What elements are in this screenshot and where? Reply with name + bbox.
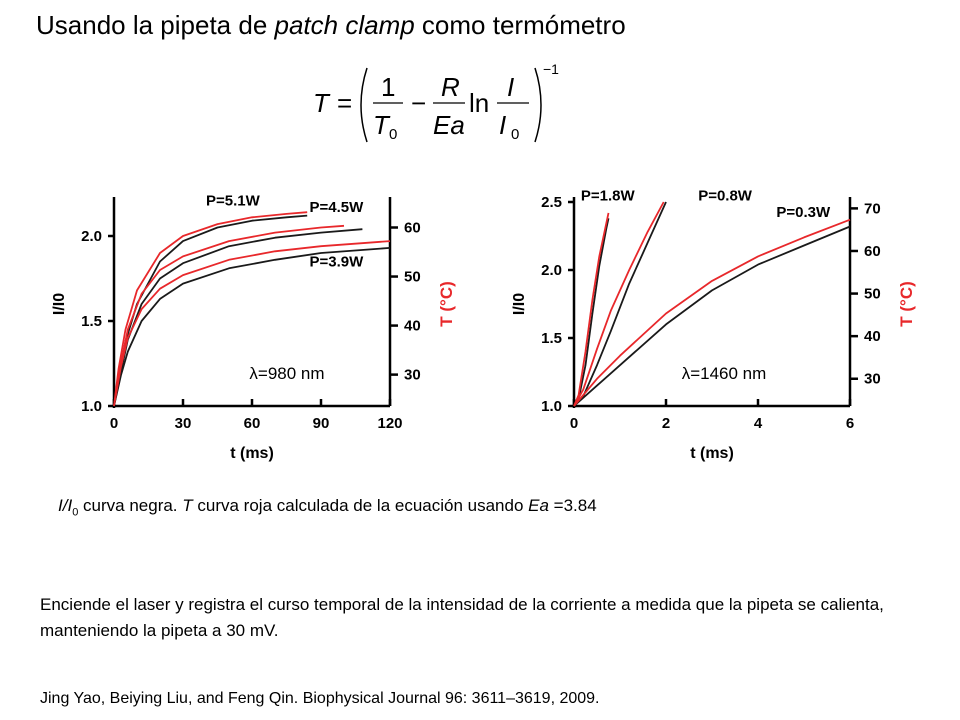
caption-mid: curva negra.: [78, 496, 183, 515]
reference-citation: Jing Yao, Beiying Liu, and Feng Qin. Bio…: [40, 690, 600, 707]
y-tick-label: 1.5: [541, 330, 562, 347]
eq-i: I: [507, 72, 514, 102]
series-label: P=5.1W: [206, 192, 261, 209]
title-text-end: como termómetro: [414, 10, 626, 40]
series-label: P=1.8W: [581, 188, 636, 205]
caption-i: I: [58, 496, 63, 515]
series-label: P=4.5W: [310, 199, 365, 216]
svg-text:1: 1: [381, 72, 395, 102]
x-tick-label: 120: [377, 415, 402, 432]
y-axis-title: I/I0: [511, 293, 528, 315]
eq-exponent: −1: [543, 61, 559, 77]
series-line-p-4-5w-red: [113, 224, 345, 407]
series-line-p-0-3w-red: [573, 218, 851, 407]
series-line-p-3-9w-black: [113, 247, 391, 407]
eq-t0-sub: 0: [389, 126, 397, 143]
svg-text:−: −: [411, 88, 426, 118]
x-tick-label: 0: [110, 415, 118, 432]
y2-tick-label: 30: [864, 371, 881, 388]
wavelength-annotation: λ=980 nm: [249, 364, 324, 383]
y2-axis-title: T (°C): [437, 281, 456, 327]
y2-tick-label: 50: [404, 269, 421, 286]
chart-980nm: 0 30 60 90 120 1.0 1.5 2.0 30 40 50 60 t (ms) I/I0 T (…: [51, 192, 456, 462]
series-label: P=0.8W: [698, 188, 753, 205]
title-text-italic: patch clamp: [274, 10, 415, 40]
y2-tick-label: 60: [404, 220, 421, 237]
x-tick-label: 4: [754, 415, 763, 432]
series-line-p-3-9w-red: [113, 240, 391, 407]
y-tick-label: 2.0: [81, 228, 102, 245]
x-tick-label: 0: [570, 415, 578, 432]
y2-axis-title: T (°C): [897, 281, 916, 327]
y2-tick-label: 60: [864, 243, 881, 260]
caption-value: =3.84: [548, 496, 597, 515]
x-tick-label: 90: [313, 415, 330, 432]
caption-sub: 0: [72, 506, 79, 519]
description-paragraph: Enciende el laser y registra el curso te…: [40, 595, 884, 640]
title-text-start: Usando la pipeta de: [36, 10, 275, 40]
caption-t: T: [182, 496, 193, 515]
x-axis-title: t (ms): [230, 445, 274, 462]
eq-ea: Ea: [433, 110, 465, 140]
x-tick-label: 2: [662, 415, 670, 432]
series-label: P=3.9W: [310, 254, 365, 271]
slide-title: Usando la pipeta de patch clamp como ter…: [36, 10, 626, 41]
eq-i0: I: [499, 110, 506, 140]
y-tick-label: 2.5: [541, 194, 562, 211]
eq-i0-sub: 0: [511, 126, 519, 143]
svg-text:=: =: [337, 88, 352, 118]
series-line-p-0-8w-red: [573, 201, 665, 407]
y2-tick-label: 70: [864, 200, 881, 217]
y-axis-title: I/I0: [51, 293, 68, 315]
x-tick-label: 6: [846, 415, 854, 432]
x-axis-title: t (ms): [690, 445, 734, 462]
y2-tick-label: 50: [864, 286, 881, 303]
y2-tick-label: 30: [404, 367, 421, 384]
x-tick-label: 60: [244, 415, 261, 432]
y-tick-label: 1.0: [81, 398, 102, 415]
series-label: P=0.3W: [776, 204, 831, 221]
y-tick-label: 2.0: [541, 262, 562, 279]
eq-ln: ln: [469, 88, 489, 118]
y2-tick-label: 40: [404, 318, 421, 335]
chart-1460nm: 0 2 4 6 1.0 1.5 2.0 2.5 30 40 50 60 70 t (ms) I/I0 T (°…: [511, 188, 916, 462]
eq-t0: T: [373, 110, 391, 140]
caption-ea: Ea: [528, 496, 549, 515]
x-tick-label: 30: [175, 415, 192, 432]
figure-caption: I/I0 curva negra. T curva roja calculada…: [58, 496, 597, 518]
series-line-p-0-3w-black: [573, 225, 851, 407]
caption-slash-i: /I: [62, 496, 73, 515]
y-tick-label: 1.5: [81, 313, 102, 330]
temperature-equation: T = 1 T 0 − R Ea ln I I 0 −1: [313, 61, 559, 143]
eq-lhs: T: [313, 88, 331, 118]
y-tick-label: 1.0: [541, 398, 562, 415]
wavelength-annotation: λ=1460 nm: [682, 364, 767, 383]
y2-tick-label: 40: [864, 328, 881, 345]
eq-r: R: [441, 72, 460, 102]
series-line-p-1-8w-red: [573, 212, 610, 407]
caption-rest: curva roja calculada de la ecuación usan…: [192, 496, 529, 515]
series-line-p-5-1w-red: [113, 211, 308, 407]
